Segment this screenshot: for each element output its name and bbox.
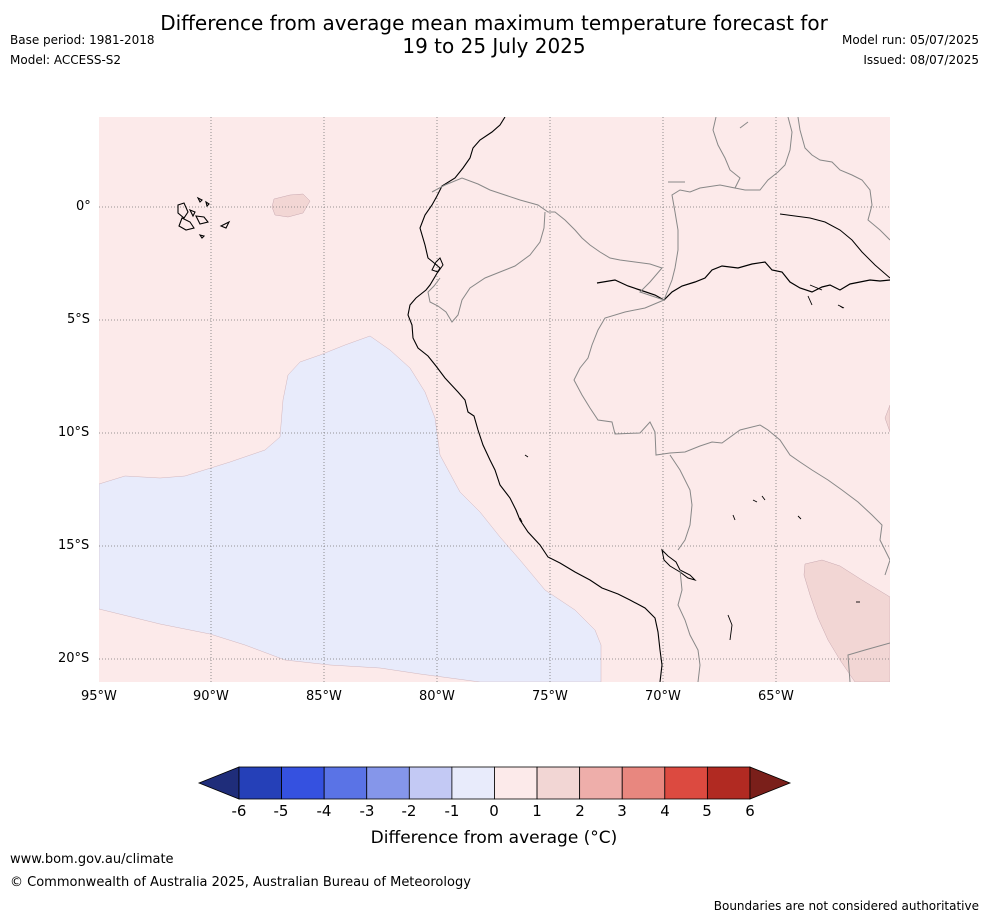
colorbar-tick: -5 [273, 802, 289, 820]
lon-label-65w: 65°W [758, 689, 794, 704]
model-run: Model run: 05/07/2025 [841, 33, 979, 47]
colorbar-bin [451, 766, 495, 800]
colorbar-tick: 2 [575, 802, 585, 820]
colorbar-bin [579, 766, 623, 800]
colorbar-extend-high [749, 766, 792, 800]
title-line-1: Difference from average mean maximum tem… [160, 11, 828, 35]
colorbar-bin [366, 766, 410, 800]
colorbar-tick: -4 [316, 802, 332, 820]
colorbar-tick: 6 [745, 802, 755, 820]
colorbar-tick: 4 [660, 802, 670, 820]
lon-label-85w: 85°W [306, 689, 342, 704]
colorbar-bin [664, 766, 708, 800]
colorbar-bin [408, 766, 453, 800]
warm-patch-bolivia [803, 559, 890, 682]
lon-label-75w: 75°W [532, 689, 568, 704]
small-lakes [519, 305, 860, 641]
gulf-guayaquil [431, 257, 444, 273]
colorbar-tick: 3 [617, 802, 627, 820]
base-period: Base period: 1981-2018 [10, 33, 155, 47]
galapagos-islands [177, 196, 231, 239]
warm-patch-galapagos [271, 193, 311, 218]
colorbar-extend-low [197, 766, 240, 800]
lat-label-20s: 20°S [58, 651, 90, 666]
amazon-river [596, 261, 890, 301]
colorbar-bin [536, 766, 581, 800]
colorbar-bin [621, 766, 666, 800]
colorbar-tick: -3 [359, 802, 375, 820]
lon-label-95w: 95°W [81, 689, 117, 704]
colorbar-tick: -6 [231, 802, 247, 820]
amazon-tributary [779, 213, 890, 279]
footer-copyright: © Commonwealth of Australia 2025, Austra… [10, 875, 471, 890]
title-line-2: 19 to 25 July 2025 [402, 34, 586, 58]
colorbar-bin [238, 766, 282, 800]
country-borders [427, 117, 890, 682]
colorbar-bin [281, 766, 325, 800]
lake-titicaca [661, 548, 697, 582]
issued-date: Issued: 08/07/2025 [863, 53, 979, 67]
colorbar-bin [323, 766, 368, 800]
meta-right: Model run: 05/07/2025 Issued: 08/07/2025 [842, 30, 979, 70]
meta-left: Base period: 1981-2018 Model: ACCESS-S2 [10, 30, 155, 70]
model-name: Model: ACCESS-S2 [10, 53, 122, 67]
lon-label-80w: 80°W [419, 689, 455, 704]
colorbar-tick: 5 [702, 802, 712, 820]
colorbar-tick: -2 [401, 802, 417, 820]
lat-label-10s: 10°S [58, 425, 90, 440]
colorbar-tick: 0 [489, 802, 499, 820]
colorbar-tick: 1 [532, 802, 542, 820]
coastline [407, 117, 663, 682]
cool-anomaly-region [99, 335, 602, 682]
lat-label-0: 0° [76, 199, 91, 214]
lon-label-70w: 70°W [645, 689, 681, 704]
footer-url: www.bom.gov.au/climate [10, 852, 174, 867]
warm-patch-brazil-edge [884, 404, 890, 433]
colorbar-tick: -1 [444, 802, 460, 820]
lon-label-90w: 90°W [193, 689, 229, 704]
footer-note: Boundaries are not considered authoritat… [713, 899, 979, 913]
colorbar-title: Difference from average (°C) [370, 828, 618, 848]
colorbar-bin [706, 766, 751, 800]
colorbar-bin [494, 766, 538, 800]
lat-label-5s: 5°S [67, 312, 91, 327]
chart-title: Difference from average mean maximum tem… [0, 12, 988, 58]
lat-label-15s: 15°S [58, 538, 90, 553]
gridlines [99, 117, 890, 682]
colorbar [197, 766, 792, 800]
